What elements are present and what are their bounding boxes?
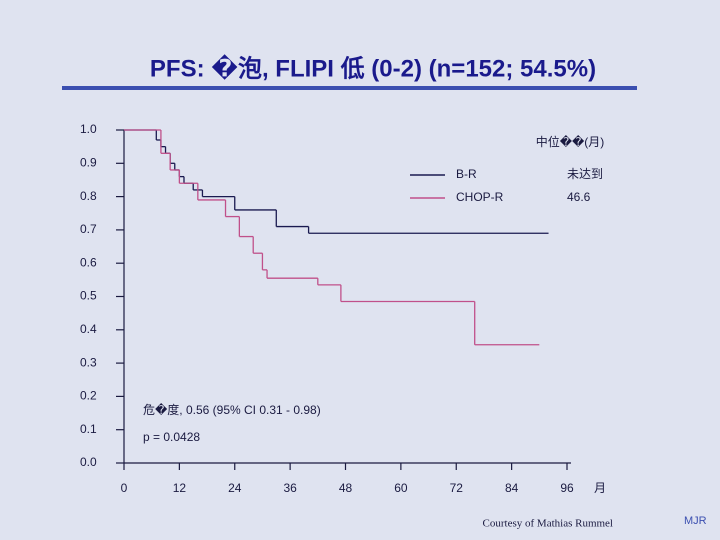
y-tick-label: 0.5 [80,289,97,303]
title-rule [62,86,637,90]
x-tick-label: 96 [560,481,574,495]
y-tick-label: 0.6 [80,255,97,269]
credit: Courtesy of Mathias Rummel [483,518,613,530]
y-tick-label: 1.0 [80,122,97,136]
x-axis-label: 月 [594,481,606,495]
y-tick-label: 0.9 [80,155,97,169]
annotation: 危�度, 0.56 (95% CI 0.31 - 0.98) [143,402,321,417]
x-tick-label: 48 [339,481,353,495]
legend-label: CHOP-R [456,190,504,204]
y-tick-label: 0.2 [80,389,97,403]
y-tick-label: 0.4 [80,322,97,336]
annotation: p = 0.0428 [143,430,200,444]
x-tick-label: 60 [394,481,408,495]
legend-title: 中位��(月) [536,134,605,149]
mark: MJR [684,515,707,527]
y-tick-label: 0.3 [80,355,97,369]
x-tick-label: 84 [505,481,519,495]
y-tick-label: 0.0 [80,455,97,469]
y-tick-label: 0.7 [80,222,97,236]
x-tick-label: 36 [283,481,297,495]
x-tick-label: 0 [121,481,128,495]
legend-median: 46.6 [567,190,591,204]
x-tick-label: 12 [173,481,187,495]
y-tick-label: 0.1 [80,422,97,436]
x-tick-label: 24 [228,481,242,495]
legend-label: B-R [456,167,477,181]
y-tick-label: 0.8 [80,189,97,203]
chart-title: PFS: �泡, FLIPI 低 (0-2) (n=152; 54.5%) [150,53,596,82]
legend-median: 未达到 [567,167,603,181]
x-tick-label: 72 [450,481,464,495]
